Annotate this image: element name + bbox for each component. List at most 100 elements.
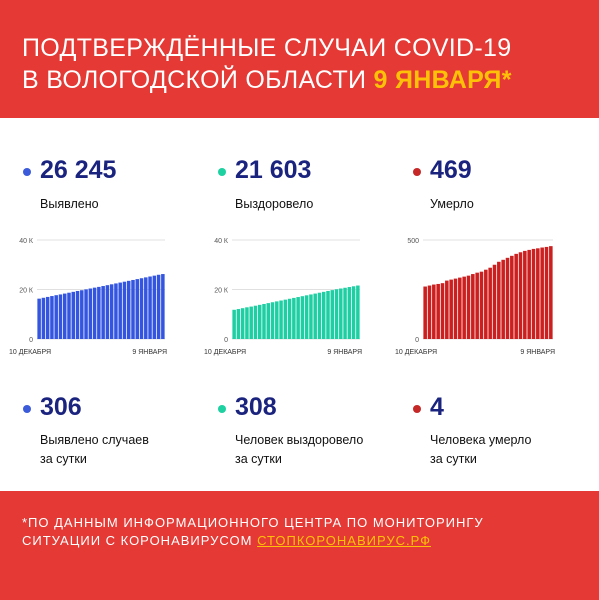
bar [118, 282, 122, 339]
daily-cases-label-line1: Выявлено случаев [40, 433, 149, 447]
daily-cases-value: 306 [40, 393, 82, 421]
bar [245, 307, 249, 339]
bar [253, 305, 258, 339]
x-tick-label-end: 9 ЯНВАРЯ [132, 349, 167, 356]
bar [240, 308, 245, 339]
bar [58, 294, 63, 339]
x-tick-label-start: 10 ДЕКАБРЯ [395, 349, 437, 356]
cases-chart: 0 20 К 40 К 10 ДЕКАБРЯ 9 ЯНВАРЯ [9, 238, 167, 356]
bar [497, 261, 501, 339]
bar [540, 247, 544, 339]
bar [41, 297, 46, 339]
bar [148, 276, 152, 339]
bar [67, 292, 71, 339]
bar [549, 246, 553, 339]
bar [92, 287, 97, 339]
y-tick-label: 0 [415, 337, 419, 344]
footer-band [0, 491, 599, 600]
footer-note-line1: *ПО ДАННЫМ ИНФОРМАЦИОННОГО ЦЕНТРА ПО МОН… [22, 515, 484, 530]
bar [445, 280, 449, 339]
daily-deaths-label-line2: за сутки [430, 452, 477, 466]
bar [101, 286, 105, 339]
bar [466, 275, 471, 339]
x-tick-label-start: 10 ДЕКАБРЯ [9, 349, 51, 356]
bar [309, 294, 313, 339]
daily-recovered-value: 308 [235, 393, 277, 421]
bar [523, 250, 527, 339]
bar [156, 274, 161, 339]
bar [326, 290, 330, 339]
bar [492, 264, 497, 339]
bar [449, 279, 453, 339]
daily-deaths-value: 4 [430, 393, 444, 421]
bar [37, 298, 41, 339]
daily-deaths-dot [413, 405, 421, 413]
bar [97, 286, 101, 339]
bar [484, 269, 488, 339]
y-tick-label: 40 К [214, 238, 229, 245]
page-title-line1: ПОДТВЕРЖДЁННЫЕ СЛУЧАИ COVID-19 [22, 34, 512, 62]
daily-cases-label-line2: за сутки [40, 452, 87, 466]
daily-deaths-label-line1: Человека умерло [430, 433, 532, 447]
bar [105, 285, 110, 339]
bar [236, 309, 241, 339]
footer-note-line2: СИТУАЦИИ С КОРОНАВИРУСОМ СТОПКОРОНАВИРУС… [22, 533, 431, 548]
bar [321, 291, 326, 339]
bar [479, 271, 484, 339]
bar [114, 283, 118, 339]
y-tick-label: 0 [224, 337, 228, 344]
deaths-dot [413, 168, 421, 176]
bar [279, 300, 283, 339]
total-cases-value: 26 245 [40, 156, 117, 184]
bar [518, 252, 523, 339]
bar [356, 285, 360, 339]
x-tick-label-end: 9 ЯНВАРЯ [327, 349, 362, 356]
bar [62, 293, 67, 339]
y-tick-label: 0 [29, 337, 33, 344]
bar [232, 309, 236, 339]
bar [304, 295, 309, 339]
bar [351, 286, 356, 339]
bar [54, 295, 58, 339]
header-band [0, 0, 599, 118]
bar [45, 296, 50, 339]
footer-note-prefix: СИТУАЦИИ С КОРОНАВИРУСОМ [22, 533, 253, 548]
bar [514, 253, 518, 339]
bar [531, 248, 536, 339]
bar [440, 283, 445, 339]
bar [262, 303, 266, 339]
bar [71, 291, 76, 339]
bar [510, 255, 514, 339]
bar [317, 292, 322, 339]
bar [283, 299, 288, 339]
bar [135, 279, 140, 339]
y-tick-label: 20 К [214, 288, 229, 295]
bar [427, 285, 432, 339]
bar [161, 274, 165, 339]
bar [270, 302, 275, 339]
bar [462, 276, 466, 339]
bar [488, 267, 492, 339]
bar [144, 277, 148, 339]
daily-recovered-label-line1: Человек выздоровело [235, 433, 364, 447]
x-tick-label-start: 10 ДЕКАБРЯ [204, 349, 246, 356]
bar [432, 284, 436, 339]
bar [296, 297, 300, 339]
bar [334, 289, 339, 339]
daily-recovered-label-line2: за сутки [235, 452, 282, 466]
bar [88, 288, 93, 339]
bar [453, 278, 458, 339]
bar [313, 293, 317, 339]
bar [126, 280, 131, 339]
bar [75, 290, 80, 339]
bar [475, 272, 479, 339]
bar [536, 248, 540, 339]
bar [109, 284, 114, 339]
footer-source-link[interactable]: СТОПКОРОНАВИРУС.РФ [257, 533, 432, 548]
total-deaths-value: 469 [430, 156, 472, 184]
bar [266, 303, 271, 339]
total-deaths-label: Умерло [430, 197, 474, 211]
page-title-line2: В ВОЛОГОДСКОЙ ОБЛАСТИ 9 ЯНВАРЯ* [22, 66, 512, 95]
bar [275, 301, 279, 339]
recovered-chart: 0 20 К 40 К 10 ДЕКАБРЯ 9 ЯНВАРЯ [204, 238, 362, 356]
